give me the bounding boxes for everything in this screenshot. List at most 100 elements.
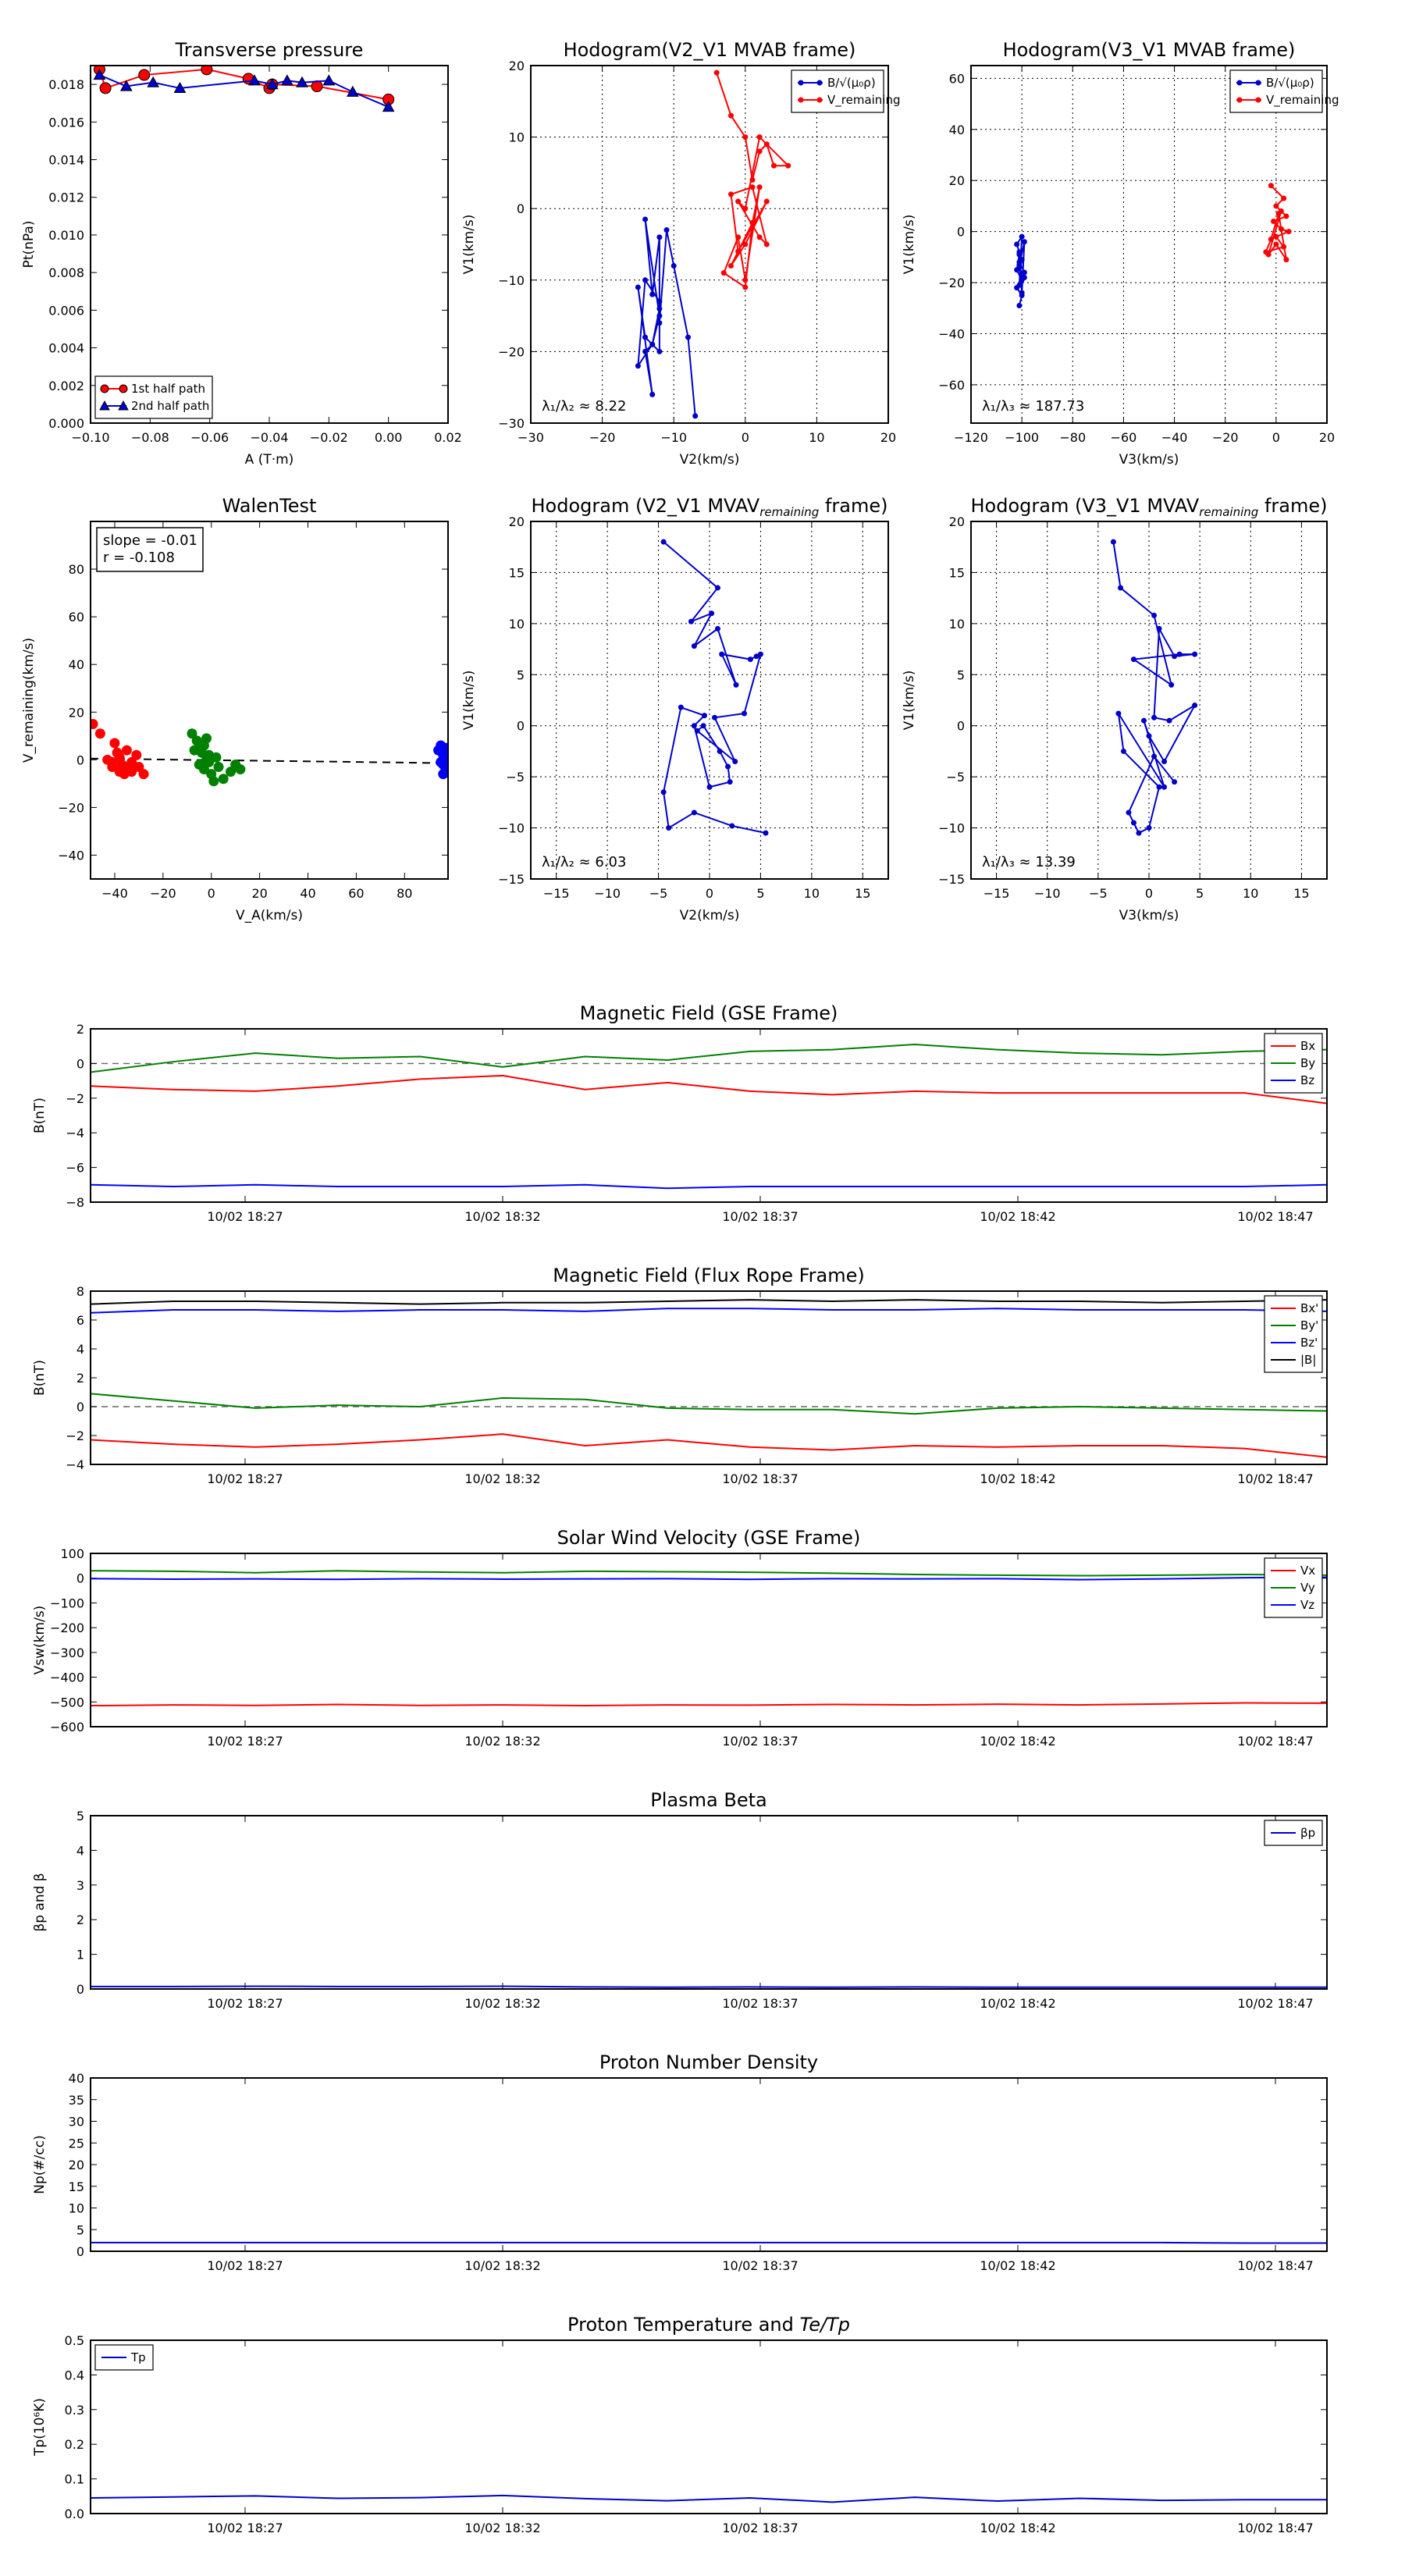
data-point (1016, 262, 1023, 268)
y-axis-label: V1(km/s) (902, 671, 917, 731)
y-tick-label: 2 (76, 1912, 84, 1927)
chart-title-text: Solar Wind Velocity (GSE Frame) (557, 1527, 861, 1549)
y-tick-label: 5 (76, 1809, 84, 1823)
data-point (1168, 681, 1175, 688)
data-point (1172, 653, 1178, 660)
legend-label: Bz (1300, 1073, 1314, 1087)
data-point (727, 112, 734, 119)
x-tick-label: −20 (1212, 430, 1239, 445)
data-point (1161, 784, 1168, 790)
data-point (1271, 219, 1277, 225)
y-tick-label: −15 (938, 872, 965, 887)
data-point (94, 728, 105, 739)
data-point (727, 191, 734, 197)
data-point (225, 767, 236, 777)
y-tick-label: 40 (949, 123, 965, 137)
y-tick-label: 35 (69, 2093, 84, 2108)
series-line-2 (91, 1183, 1327, 1190)
legend-marker (1236, 97, 1243, 103)
data-point (712, 714, 718, 720)
data-point (173, 81, 187, 94)
x-tick-label: −40 (101, 886, 128, 901)
data-point (733, 681, 739, 688)
data-point (1192, 703, 1198, 709)
x-tick-label: 10/02 18:42 (980, 1996, 1055, 2011)
x-tick-label: −120 (954, 430, 988, 445)
axes-frame (90, 1815, 1328, 1990)
y-tick-label: −5 (946, 770, 965, 785)
chart-magnetic-field-flux-rope: 10/02 18:27 10/02 18:32 10/02 18:37 10/02 1… (32, 1265, 1328, 1486)
legend-label: Vz (1300, 1598, 1314, 1612)
data-point (322, 74, 336, 86)
x-tick-label: −10 (1034, 886, 1061, 901)
y-tick-label: −40 (938, 327, 965, 342)
y-tick-label: 0 (517, 719, 525, 734)
x-tick-label: 10/02 18:37 (722, 1996, 798, 2011)
data-point (296, 76, 308, 87)
x-tick-label: 0 (706, 886, 713, 901)
data-point (248, 74, 261, 86)
data-point (701, 713, 707, 719)
data-point (706, 784, 713, 790)
data-point (281, 74, 293, 86)
data-point (1156, 784, 1162, 790)
y-tick-label: −2 (66, 1429, 84, 1443)
chart-title-end: frame) (1258, 495, 1327, 517)
x-tick-label: 10/02 18:42 (980, 1471, 1055, 1486)
data-point (714, 625, 720, 632)
y-axis-label: Np(#/cc) (32, 2135, 48, 2194)
chart-title: Proton Temperature and Te/Tp (567, 2314, 850, 2336)
data-point (201, 733, 212, 744)
data-point (749, 184, 756, 190)
x-tick-label: 0 (208, 886, 215, 901)
y-tick-label: 60 (949, 71, 965, 86)
data-point (198, 764, 209, 775)
series-line-0 (91, 1433, 1327, 1458)
y-tick-label: 0.012 (48, 190, 84, 205)
y-tick-label: 0.4 (65, 2368, 84, 2382)
plot-area (660, 539, 769, 836)
data-point (138, 769, 149, 780)
y-axis-label: Tp(10⁶K) (32, 2398, 48, 2457)
data-point (1146, 825, 1152, 831)
chart-proton-temperature: 10/02 18:27 10/02 18:32 10/02 18:37 10/02 1… (32, 2314, 1328, 2535)
y-tick-label: 4 (76, 1342, 84, 1357)
x-tick-label: 10/02 18:37 (722, 1471, 798, 1486)
x-tick-label: 40 (300, 886, 315, 901)
chart-title: Magnetic Field (GSE Frame) (580, 1002, 838, 1024)
legend-box (94, 375, 213, 419)
data-point (727, 779, 733, 785)
data-point (742, 205, 749, 212)
y-tick-label: −30 (498, 416, 525, 431)
y-tick-label: 10 (509, 130, 525, 145)
y-axis-label: V1(km/s) (461, 215, 477, 275)
y-tick-label: 0.014 (48, 153, 84, 168)
data-point (656, 305, 663, 311)
x-tick-label: −0.02 (310, 430, 348, 445)
legend-marker (1255, 80, 1261, 86)
y-tick-label: 2 (76, 1022, 84, 1037)
data-point (1118, 585, 1124, 591)
y-tick-label: 0.5 (65, 2333, 84, 2348)
chart-hodogram-v3v1-mvab: −120 −100 −80 −60 −40 −20 0 20 −60 −40 −20 0 20 40 60 H… (902, 39, 1339, 468)
legend-label: Bx' (1300, 1301, 1318, 1315)
y-tick-label: 80 (69, 562, 84, 577)
x-tick-label: 10 (804, 886, 820, 901)
y-tick-label: 0 (517, 201, 525, 216)
y-tick-label: 10 (69, 2201, 84, 2216)
axes-frame (90, 1028, 1328, 1203)
chart-title-text: Hodogram (V2_V1 MVAV (532, 495, 760, 517)
data-point (656, 348, 663, 354)
x-tick-label: −0.04 (250, 430, 288, 445)
data-point (642, 277, 649, 283)
chart-title-text: Hodogram(V3_V1 MVAB frame) (1003, 39, 1296, 61)
y-tick-label: 0 (957, 719, 965, 734)
axes-frame (90, 65, 449, 424)
y-tick-label: −10 (498, 273, 525, 288)
y-tick-label: 0.008 (48, 265, 84, 280)
data-point (1151, 714, 1158, 720)
y-tick-label: −300 (50, 1646, 84, 1660)
y-tick-label: −20 (938, 276, 965, 290)
data-point (649, 391, 656, 397)
legend-box (791, 69, 884, 113)
